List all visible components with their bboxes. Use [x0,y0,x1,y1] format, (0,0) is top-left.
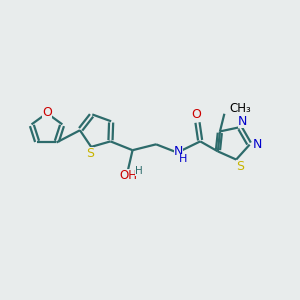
Text: CH₃: CH₃ [230,102,251,115]
Text: N: N [238,116,247,128]
Text: N: N [174,145,184,158]
Text: S: S [236,160,244,172]
Text: H: H [179,154,188,164]
Text: N: N [252,137,262,151]
Text: S: S [86,147,94,160]
Text: H: H [135,166,142,176]
Text: O: O [42,106,52,119]
Text: OH: OH [119,169,137,182]
Text: O: O [191,108,201,122]
